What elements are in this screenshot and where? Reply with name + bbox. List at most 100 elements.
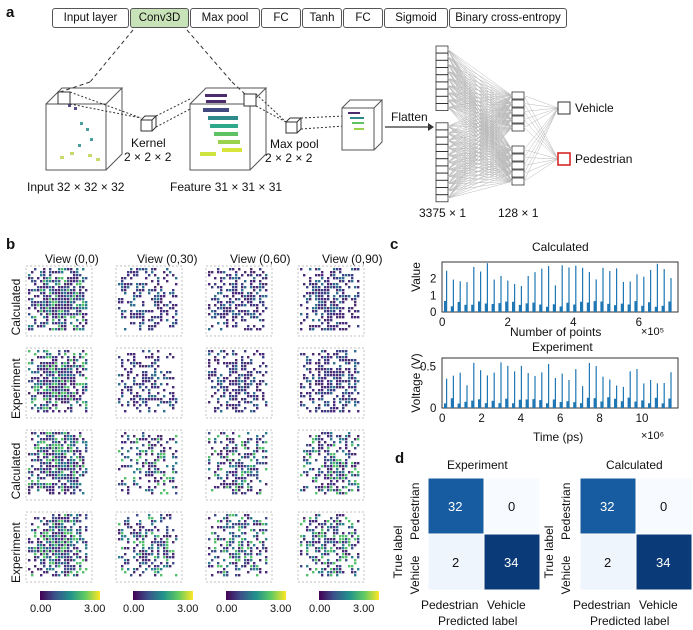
voxel [154, 359, 157, 362]
voxel [321, 322, 324, 325]
voxel [217, 465, 220, 468]
voxel [348, 541, 351, 544]
panel-label-d: d [395, 450, 405, 467]
voxel [318, 444, 321, 447]
output-node-pedestrian [557, 152, 571, 166]
voxel [73, 574, 76, 577]
voxel [55, 483, 58, 486]
voxel [85, 468, 88, 471]
voxel [43, 304, 46, 307]
voxel [259, 550, 262, 553]
voxel [339, 447, 342, 450]
voxel [351, 307, 354, 310]
voxel [64, 492, 67, 495]
voxel [52, 374, 55, 377]
voxel [79, 292, 82, 295]
voxel [133, 377, 136, 380]
voxel [70, 316, 73, 319]
voxel [52, 389, 55, 392]
voxel [217, 401, 220, 404]
voxel [79, 328, 82, 331]
signal-spike [473, 266, 475, 312]
voxel [58, 286, 61, 289]
voxel [148, 325, 151, 328]
voxel [55, 377, 58, 380]
voxel [85, 319, 88, 322]
signal-spike [554, 285, 556, 312]
voxel [151, 450, 154, 453]
voxel [64, 453, 67, 456]
voxel [61, 465, 64, 468]
voxel [160, 313, 163, 316]
voxel [145, 568, 148, 571]
voxel [256, 350, 259, 353]
voxel [154, 295, 157, 298]
voxel [172, 395, 175, 398]
voxel [163, 553, 166, 556]
cm-value: 0 [660, 499, 667, 514]
voxel [130, 316, 133, 319]
voxel [142, 535, 145, 538]
voxel [235, 292, 238, 295]
voxel [70, 474, 73, 477]
signal-base [627, 397, 631, 408]
voxel [127, 562, 130, 565]
voxel [315, 450, 318, 453]
voxel [151, 544, 154, 547]
voxel [61, 356, 64, 359]
voxel [354, 468, 357, 471]
voxel [76, 471, 79, 474]
voxel [321, 386, 324, 389]
voxel [43, 280, 46, 283]
voxel [256, 404, 259, 407]
voxel [166, 514, 169, 517]
voxel [315, 280, 318, 283]
voxel [154, 301, 157, 304]
voxel [357, 280, 360, 283]
voxel [130, 353, 133, 356]
voxel [85, 301, 88, 304]
voxel [64, 389, 67, 392]
voxel [342, 535, 345, 538]
voxel [142, 313, 145, 316]
voxel [172, 404, 175, 407]
voxel [46, 404, 49, 407]
voxel [333, 456, 336, 459]
voxel [64, 383, 67, 386]
voxel [118, 301, 121, 304]
voxel [300, 550, 303, 553]
voxel [342, 386, 345, 389]
voxel [76, 514, 79, 517]
voxel [151, 489, 154, 492]
voxel [154, 486, 157, 489]
voxel [28, 550, 31, 553]
cm-cell [579, 533, 637, 591]
voxel [28, 350, 31, 353]
voxel [253, 568, 256, 571]
voxel [70, 365, 73, 368]
voxel [250, 471, 253, 474]
voxel [327, 541, 330, 544]
voxel [67, 301, 70, 304]
voxel [64, 544, 67, 547]
voxel [330, 568, 333, 571]
voxel [324, 386, 327, 389]
voxel [40, 553, 43, 556]
voxel [357, 268, 360, 271]
voxel [321, 465, 324, 468]
voxel [223, 574, 226, 577]
voxel [226, 486, 229, 489]
voxel [324, 544, 327, 547]
voxel [256, 407, 259, 410]
voxel [148, 410, 151, 413]
voxel [208, 477, 211, 480]
voxel [43, 571, 46, 574]
voxel [354, 447, 357, 450]
voxel [121, 532, 124, 535]
voxel [73, 380, 76, 383]
voxel [324, 289, 327, 292]
voxel [229, 362, 232, 365]
voxel [336, 532, 339, 535]
voxel [52, 368, 55, 371]
voxel [244, 401, 247, 404]
